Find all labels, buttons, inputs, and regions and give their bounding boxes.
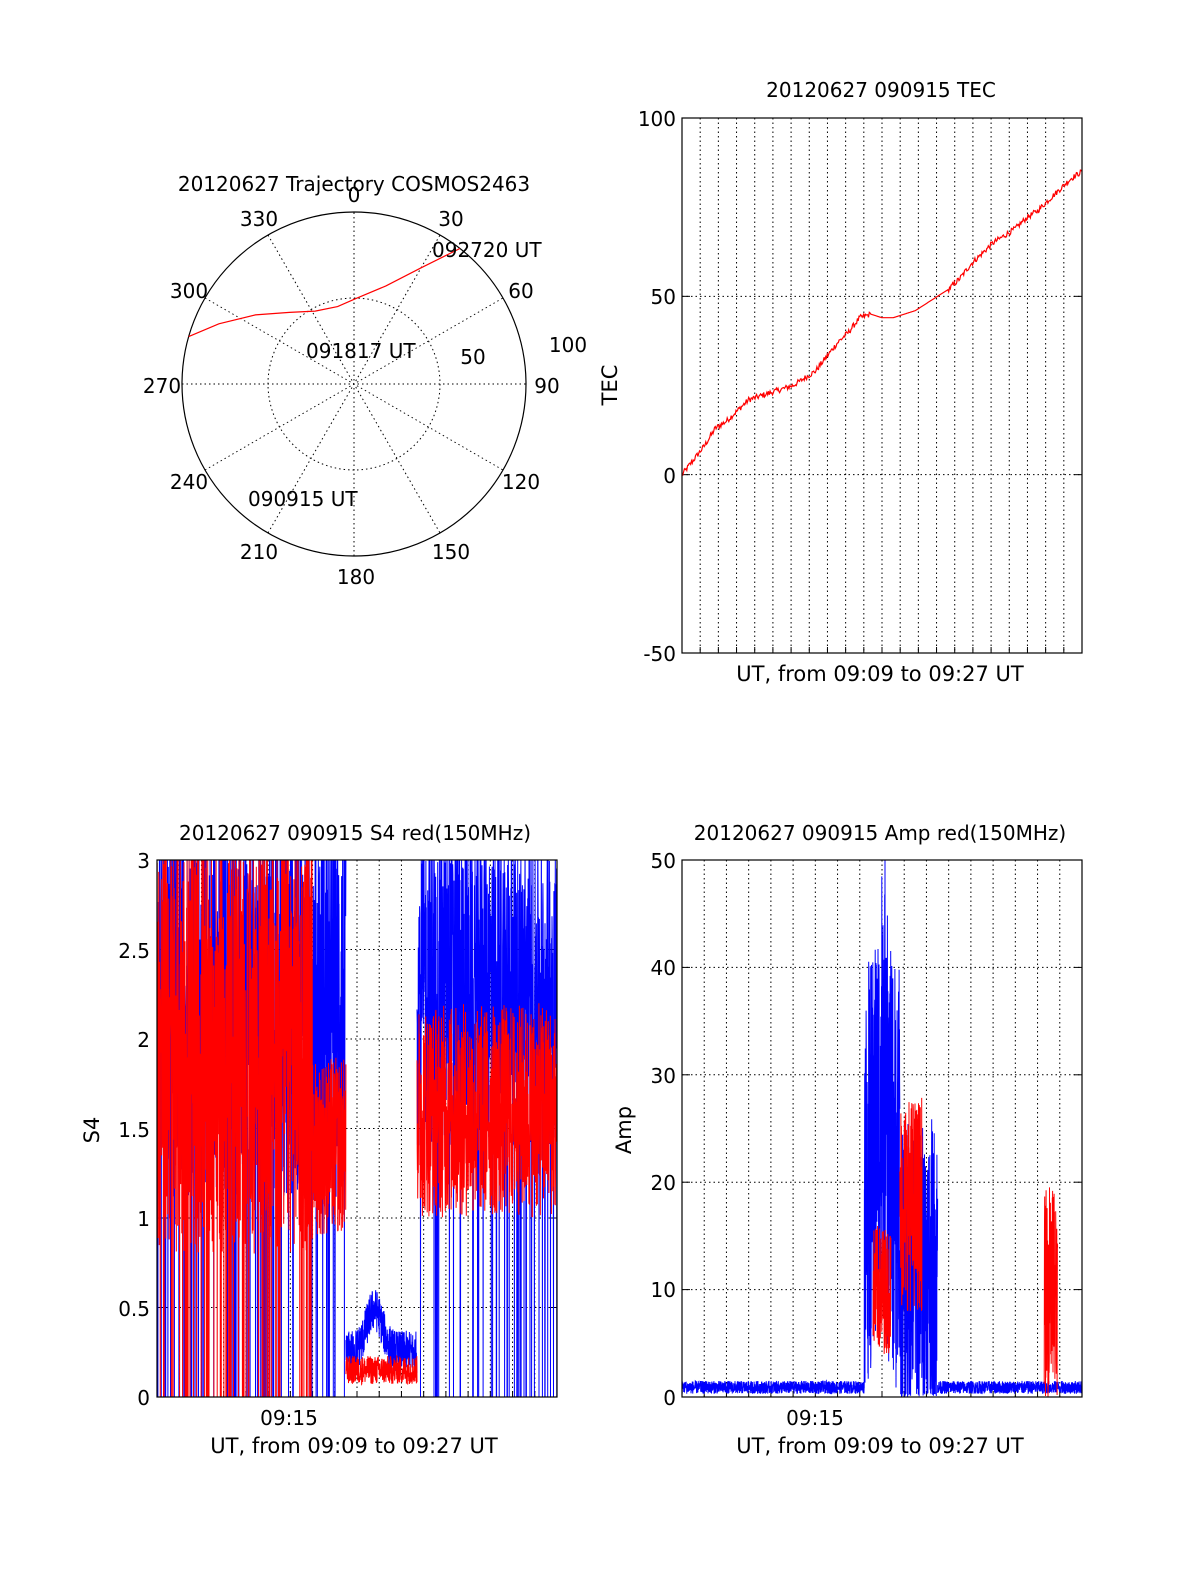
s4-ytick-1: 1 xyxy=(137,1207,150,1231)
tec-title: 20120627 090915 TEC xyxy=(766,78,996,102)
tec-ytick-neg50: -50 xyxy=(643,642,676,666)
az-label-150: 150 xyxy=(432,540,470,564)
tec-xlabel: UT, from 09:09 to 09:27 UT xyxy=(736,662,1024,686)
az-label-90: 90 xyxy=(534,374,559,398)
annotation-end-time: 092720 UT xyxy=(432,238,542,262)
amp-ytick-10: 10 xyxy=(651,1278,676,1302)
polar-spokes xyxy=(182,212,526,556)
s4-title: 20120627 090915 S4 red(150MHz) xyxy=(179,821,531,845)
tec-ytick-0: 0 xyxy=(663,464,676,488)
s4-series-red xyxy=(157,860,557,1397)
s4-panel: 20120627 090915 S4 red(150MHz) 3 2.5 2 1… xyxy=(80,821,558,1458)
tec-ytick-50: 50 xyxy=(651,285,676,309)
amp-series-red xyxy=(872,1097,1059,1397)
polar-spoke-150 xyxy=(267,234,441,534)
tec-panel: 20120627 090915 TEC 100 50 0 -50 TEC UT,… xyxy=(598,78,1083,686)
amp-plot-frame xyxy=(681,859,1083,1398)
amp-xlabel: UT, from 09:09 to 09:27 UT xyxy=(736,1434,1024,1458)
amp-ytick-30: 30 xyxy=(651,1064,676,1088)
s4-ytick-0.5: 0.5 xyxy=(118,1297,150,1321)
az-label-60: 60 xyxy=(508,279,533,303)
az-label-120: 120 xyxy=(502,470,540,494)
az-label-240: 240 xyxy=(170,470,208,494)
ring-label-50: 50 xyxy=(460,345,485,369)
az-label-0: 0 xyxy=(348,183,361,207)
tec-series-line xyxy=(681,169,1083,477)
s4-ytick-1.5: 1.5 xyxy=(118,1118,150,1142)
annotation-start-time: 090915 UT xyxy=(248,487,358,511)
s4-xtick-0915: 09:15 xyxy=(260,1406,318,1430)
amp-ytick-0: 0 xyxy=(663,1386,676,1410)
az-label-330: 330 xyxy=(240,207,278,231)
amp-ytick-20: 20 xyxy=(651,1171,676,1195)
s4-ytick-0: 0 xyxy=(137,1386,150,1410)
s4-ytick-3: 3 xyxy=(137,849,150,873)
polar-panel: 20120627 Trajectory COSMOS2463 0 30 60 9… xyxy=(143,172,587,589)
s4-ylabel: S4 xyxy=(80,1117,104,1144)
ring-label-100: 100 xyxy=(549,333,587,357)
s4-xlabel: UT, from 09:09 to 09:27 UT xyxy=(210,1434,498,1458)
az-label-300: 300 xyxy=(170,279,208,303)
amp-series-blue xyxy=(682,860,1082,1397)
tec-grid xyxy=(682,118,1082,653)
az-label-270: 270 xyxy=(143,374,181,398)
tec-plot-frame xyxy=(681,117,1083,654)
amp-ytick-50: 50 xyxy=(651,849,676,873)
s4-plot-frame xyxy=(156,859,558,1398)
tec-ytick-100: 100 xyxy=(638,107,676,131)
s4-ytick-2: 2 xyxy=(137,1028,150,1052)
polar-title: 20120627 Trajectory COSMOS2463 xyxy=(178,172,530,196)
s4-ytick-2.5: 2.5 xyxy=(118,939,150,963)
az-label-180: 180 xyxy=(337,565,375,589)
trajectory-line xyxy=(188,247,461,338)
az-label-30: 30 xyxy=(438,207,463,231)
amp-title: 20120627 090915 Amp red(150MHz) xyxy=(694,821,1066,845)
az-label-210: 210 xyxy=(240,540,278,564)
annotation-mid-time: 091817 UT xyxy=(306,339,416,363)
amp-xtick-0915: 09:15 xyxy=(786,1406,844,1430)
amp-ylabel: Amp xyxy=(612,1106,636,1154)
tec-ylabel: TEC xyxy=(598,365,622,407)
amp-ytick-40: 40 xyxy=(651,956,676,980)
amp-panel: 20120627 090915 Amp red(150MHz) 50 40 30… xyxy=(612,821,1083,1458)
